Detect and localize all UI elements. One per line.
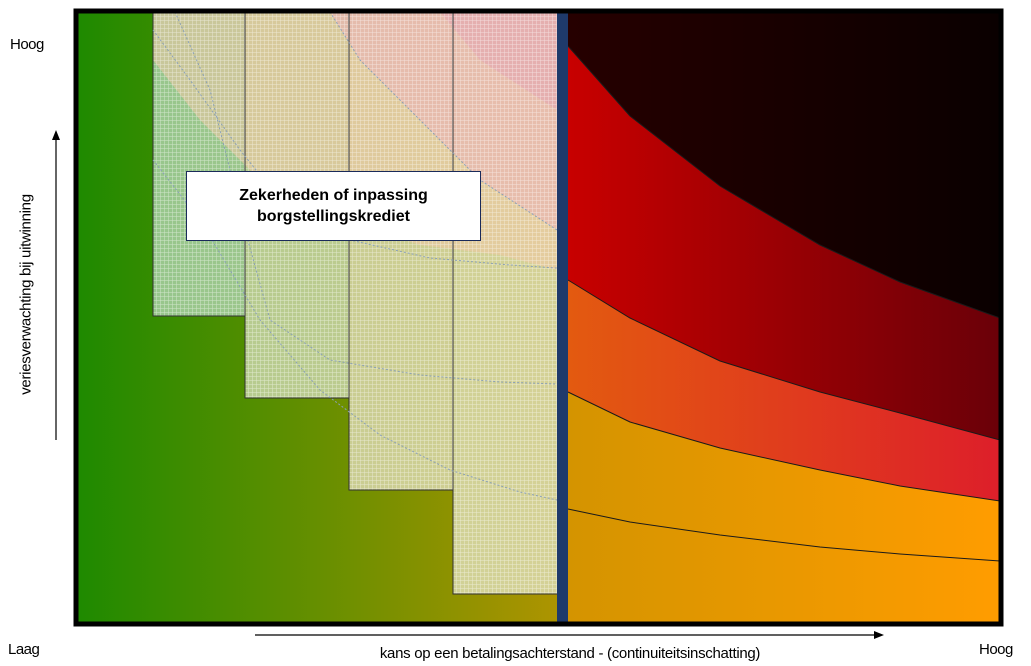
- boundary-line-3: [567, 279, 1000, 441]
- callout-box: Zekerheden of inpassing borgstellingskre…: [186, 171, 481, 241]
- divider-bar: [557, 12, 568, 623]
- chart-frame: [73, 8, 1004, 627]
- boundary-line-4: [567, 45, 1000, 319]
- boundary-line-1: [567, 508, 1000, 562]
- axis-low-label: Laag: [8, 641, 40, 658]
- y-axis-title: veriesverwachting bij uitwinning: [17, 194, 35, 395]
- y-axis-high-label: Hoog: [10, 36, 44, 53]
- y-axis-arrow: [52, 130, 60, 440]
- risk-band-dark: [568, 12, 1000, 318]
- x-axis-arrow: [255, 631, 884, 639]
- collateral-staircase: [152, 12, 558, 595]
- callout-text: Zekerheden of inpassing borgstellingskre…: [239, 187, 428, 225]
- x-axis-title: kans op een betalingsachterstand - (cont…: [379, 645, 761, 662]
- boundary-line-2: [567, 391, 1000, 502]
- x-axis-high-label: Hoog: [979, 641, 1013, 658]
